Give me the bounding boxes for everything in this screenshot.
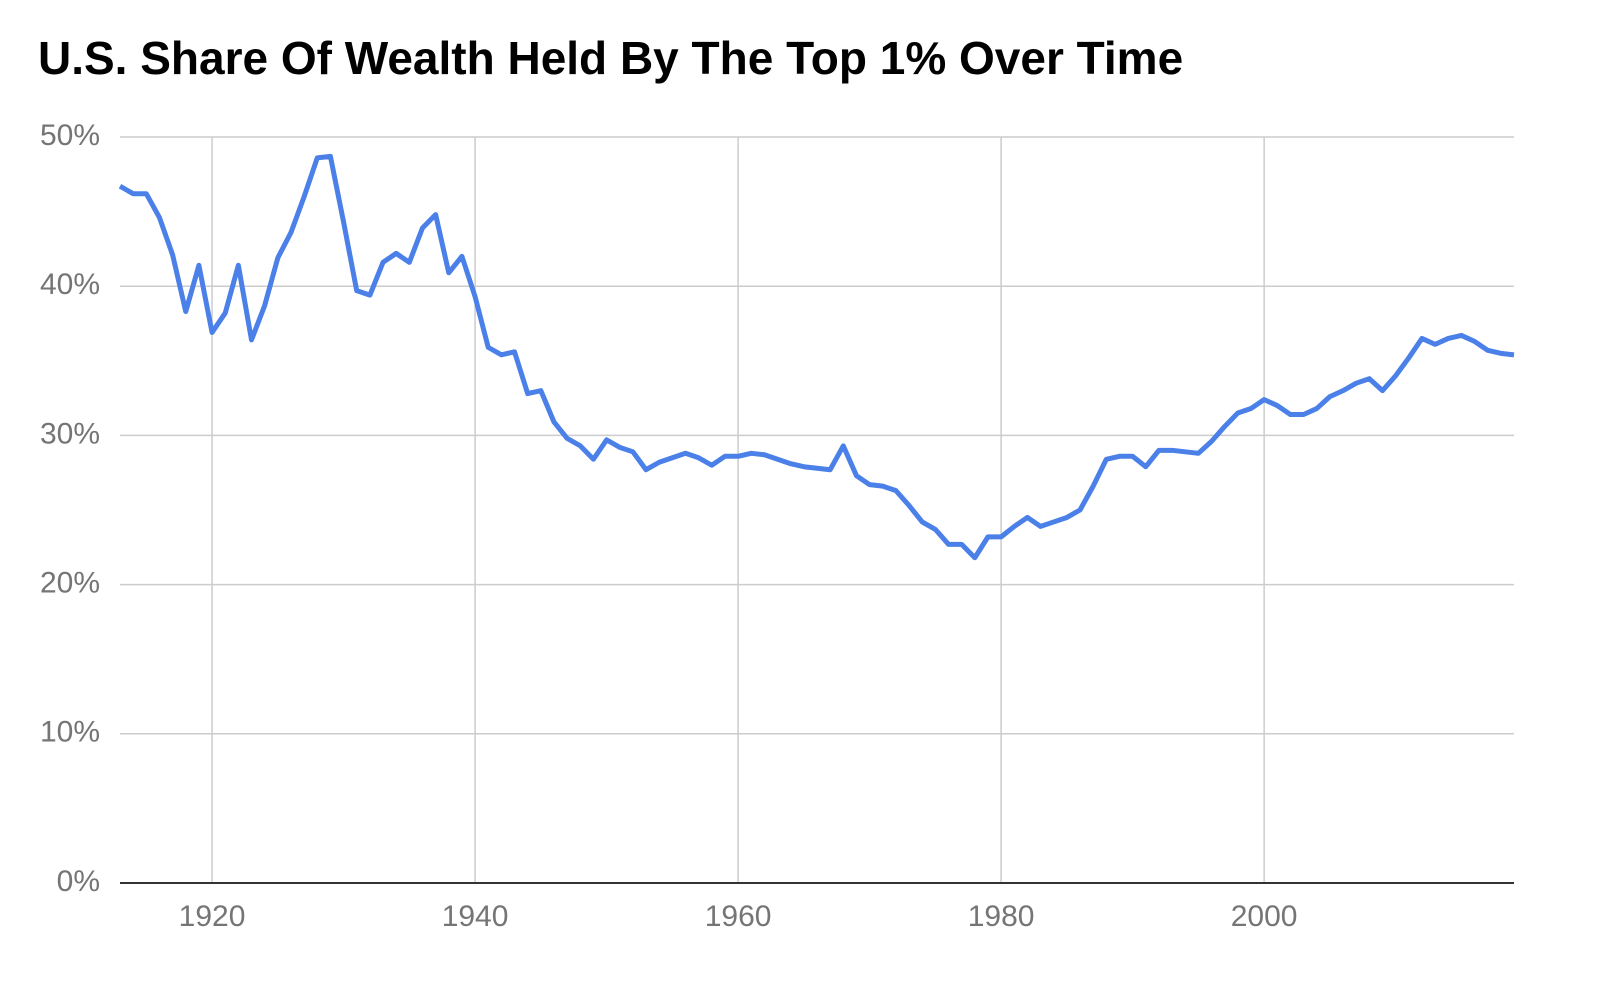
y-tick-label: 10%: [40, 716, 100, 749]
y-tick-label: 20%: [40, 567, 100, 600]
x-tick-label: 1920: [179, 900, 246, 933]
y-tick-label: 50%: [40, 119, 100, 152]
x-tick-label: 1960: [705, 900, 772, 933]
y-tick-label: 40%: [40, 268, 100, 301]
x-tick-label: 1980: [968, 900, 1035, 933]
y-tick-label: 0%: [57, 865, 100, 898]
x-tick-label: 1940: [442, 900, 509, 933]
chart-title: U.S. Share Of Wealth Held By The Top 1% …: [38, 32, 1183, 84]
x-tick-label: 2000: [1231, 900, 1298, 933]
data-line: [118, 153, 1515, 561]
y-tick-label: 30%: [40, 417, 100, 450]
